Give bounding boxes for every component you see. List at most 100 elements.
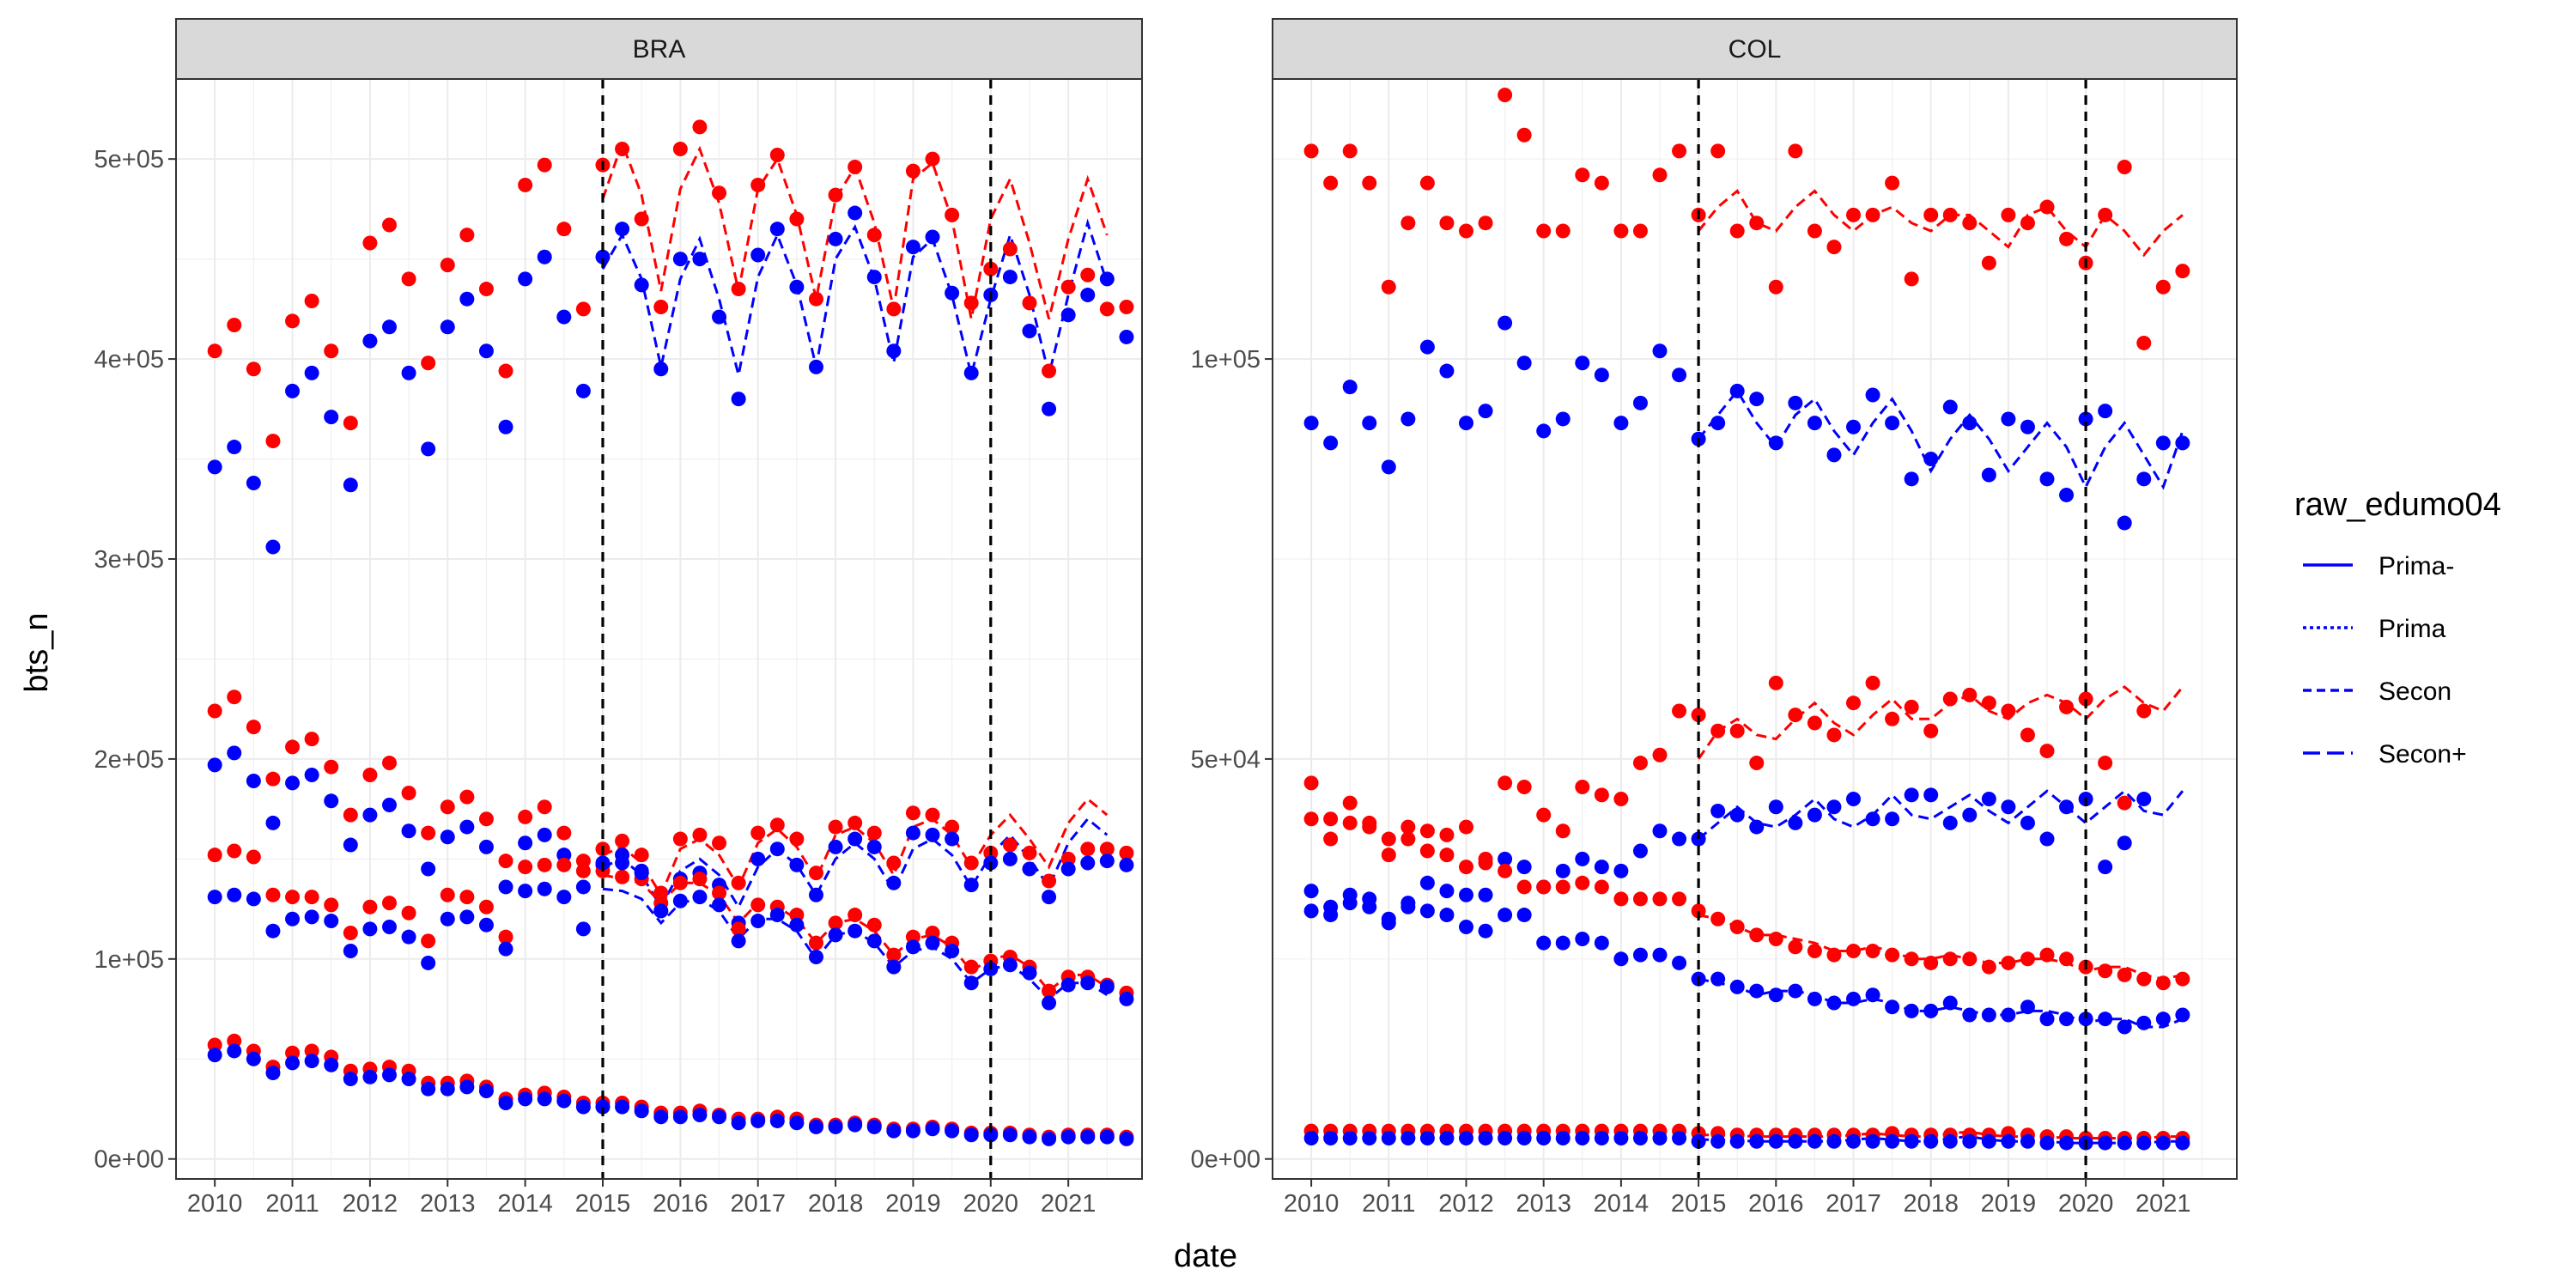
data-point bbox=[324, 914, 339, 929]
data-point bbox=[925, 1121, 940, 1137]
data-point bbox=[1119, 845, 1134, 860]
y-tick-label: 0e+00 bbox=[94, 1146, 164, 1174]
data-point bbox=[886, 875, 902, 890]
data-point bbox=[1439, 884, 1455, 899]
x-tick-label: 2013 bbox=[420, 1190, 476, 1218]
data-point bbox=[615, 142, 630, 157]
data-point bbox=[1807, 416, 1822, 431]
data-point bbox=[401, 929, 416, 945]
data-point bbox=[1691, 831, 1706, 847]
data-point bbox=[1498, 775, 1513, 791]
data-point bbox=[692, 872, 708, 887]
data-point bbox=[1691, 708, 1706, 723]
data-point bbox=[1060, 279, 1076, 295]
data-point bbox=[1575, 779, 1590, 794]
data-point bbox=[1632, 756, 1648, 771]
data-point bbox=[285, 1045, 301, 1060]
data-point bbox=[1749, 1133, 1765, 1149]
data-point bbox=[653, 903, 669, 919]
data-point bbox=[207, 848, 222, 863]
data-point bbox=[1516, 127, 1532, 143]
data-point bbox=[828, 915, 843, 931]
data-point bbox=[1439, 1130, 1455, 1145]
data-point bbox=[1710, 971, 1726, 987]
data-point bbox=[265, 434, 281, 449]
data-point bbox=[498, 941, 513, 957]
data-point bbox=[672, 893, 688, 908]
data-point bbox=[1904, 1003, 1919, 1018]
data-point bbox=[2098, 756, 2113, 771]
data-point bbox=[537, 249, 552, 264]
data-point bbox=[866, 228, 882, 243]
data-point bbox=[1652, 343, 1668, 359]
data-point bbox=[653, 300, 669, 315]
data-point bbox=[1846, 943, 1862, 958]
data-point bbox=[2020, 815, 2035, 830]
data-point bbox=[1042, 983, 1057, 999]
data-point bbox=[1323, 175, 1339, 191]
data-point bbox=[808, 866, 823, 881]
data-point bbox=[285, 911, 301, 927]
data-point bbox=[1575, 875, 1590, 890]
data-point bbox=[2020, 419, 2035, 434]
data-point bbox=[285, 739, 301, 755]
data-point bbox=[2136, 791, 2152, 806]
data-point bbox=[381, 797, 397, 812]
data-point bbox=[1652, 947, 1668, 963]
data-point bbox=[1323, 811, 1339, 827]
data-point bbox=[401, 1072, 416, 1087]
data-point bbox=[1099, 271, 1115, 287]
data-point bbox=[1942, 207, 1958, 222]
data-point bbox=[731, 921, 746, 937]
data-point bbox=[2020, 727, 2035, 743]
data-point bbox=[537, 157, 552, 173]
data-point bbox=[1478, 923, 1493, 939]
data-point bbox=[1981, 1133, 1996, 1149]
y-tick-label: 1e+05 bbox=[1191, 346, 1261, 374]
data-point bbox=[1652, 167, 1668, 183]
data-point bbox=[1439, 908, 1455, 923]
data-point bbox=[440, 799, 455, 815]
data-point bbox=[2020, 999, 2035, 1015]
data-point bbox=[1865, 207, 1880, 222]
data-point bbox=[945, 831, 960, 847]
data-point bbox=[1516, 779, 1532, 794]
data-point bbox=[440, 829, 455, 845]
data-point bbox=[595, 249, 611, 264]
data-point bbox=[945, 819, 960, 835]
data-point bbox=[1594, 368, 1609, 383]
data-point bbox=[983, 261, 999, 276]
data-point bbox=[1555, 411, 1571, 427]
data-point bbox=[750, 247, 766, 263]
data-point bbox=[1002, 957, 1018, 973]
data-point bbox=[769, 148, 785, 163]
data-point bbox=[1022, 295, 1037, 311]
data-point bbox=[1342, 380, 1358, 395]
data-point bbox=[1710, 143, 1726, 159]
data-point bbox=[207, 890, 222, 905]
data-point bbox=[1768, 279, 1783, 295]
data-point bbox=[1885, 811, 1900, 827]
data-point bbox=[905, 825, 920, 841]
data-point bbox=[1846, 1133, 1862, 1149]
data-point bbox=[2059, 231, 2075, 246]
data-point bbox=[1042, 1131, 1057, 1146]
data-point bbox=[1710, 911, 1726, 927]
data-point bbox=[1672, 831, 1687, 847]
data-point bbox=[343, 807, 358, 823]
data-point bbox=[343, 837, 358, 853]
data-point bbox=[769, 1113, 785, 1128]
plot-background bbox=[176, 79, 1142, 1179]
x-tick-label: 2018 bbox=[1903, 1190, 1959, 1218]
data-point bbox=[1962, 1007, 1978, 1023]
data-point bbox=[1459, 1130, 1474, 1145]
data-point bbox=[227, 690, 242, 705]
data-point bbox=[750, 825, 766, 841]
x-tick-label: 2010 bbox=[1284, 1190, 1340, 1218]
data-point bbox=[1981, 255, 1996, 270]
data-point bbox=[925, 151, 940, 167]
data-point bbox=[1516, 355, 1532, 371]
data-point bbox=[925, 229, 940, 245]
data-point bbox=[459, 890, 475, 905]
data-point bbox=[1788, 815, 1803, 830]
